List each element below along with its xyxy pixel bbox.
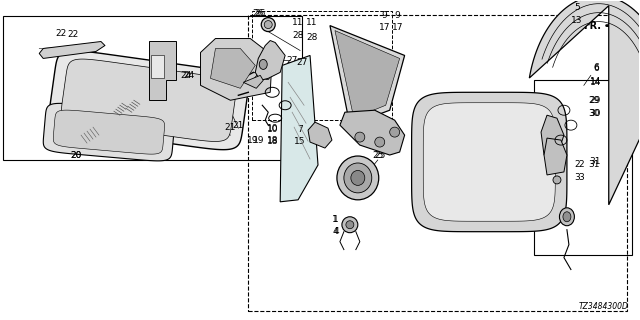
Text: 26: 26: [255, 9, 266, 18]
Text: FR.: FR.: [583, 20, 601, 31]
Text: 14: 14: [590, 78, 602, 87]
Text: 29: 29: [589, 96, 600, 105]
Ellipse shape: [346, 221, 354, 229]
Text: 30: 30: [589, 109, 600, 118]
Polygon shape: [49, 51, 248, 150]
Text: 13: 13: [571, 16, 582, 25]
Text: 16: 16: [541, 132, 553, 141]
Text: 26: 26: [253, 9, 264, 18]
Polygon shape: [541, 115, 564, 155]
Text: 2: 2: [574, 160, 580, 170]
Ellipse shape: [264, 20, 272, 28]
Ellipse shape: [559, 208, 574, 226]
Text: 3: 3: [578, 173, 584, 182]
Text: 17: 17: [379, 23, 390, 32]
Text: 9: 9: [382, 11, 388, 20]
Bar: [248, 15, 627, 311]
Text: 9: 9: [395, 11, 401, 20]
Text: 8: 8: [544, 120, 550, 129]
Polygon shape: [335, 31, 399, 118]
Ellipse shape: [553, 176, 561, 184]
Text: 31: 31: [588, 160, 600, 170]
Text: 29: 29: [588, 96, 600, 105]
Polygon shape: [423, 103, 556, 221]
Text: 11: 11: [292, 18, 304, 27]
Ellipse shape: [563, 212, 571, 222]
Bar: [252, 11, 392, 120]
Text: 10: 10: [266, 124, 278, 132]
Bar: [3, 16, 302, 160]
Text: 17: 17: [392, 23, 403, 32]
Text: 28: 28: [292, 31, 304, 40]
Text: 19: 19: [246, 136, 258, 145]
Polygon shape: [529, 0, 640, 205]
Polygon shape: [39, 42, 105, 59]
Polygon shape: [211, 49, 255, 88]
Text: 30: 30: [588, 109, 600, 118]
Text: 6: 6: [593, 63, 598, 72]
Polygon shape: [148, 41, 175, 100]
Text: 24: 24: [183, 71, 194, 80]
Text: 19: 19: [253, 136, 264, 145]
Text: 1: 1: [333, 215, 339, 224]
Text: 27: 27: [296, 58, 308, 67]
Text: 27: 27: [287, 56, 298, 65]
Text: 23: 23: [260, 73, 271, 82]
Polygon shape: [544, 138, 567, 175]
Text: 21: 21: [225, 123, 236, 132]
Polygon shape: [255, 41, 285, 80]
Text: 5: 5: [574, 3, 580, 12]
Polygon shape: [53, 110, 164, 154]
Text: 20: 20: [70, 150, 82, 160]
Text: 7: 7: [300, 126, 306, 135]
Text: 11: 11: [307, 18, 318, 27]
Polygon shape: [200, 38, 272, 100]
Text: 16: 16: [538, 133, 550, 143]
Polygon shape: [61, 59, 236, 141]
Text: 15: 15: [294, 137, 306, 146]
Text: 31: 31: [589, 157, 600, 166]
Text: 23: 23: [253, 72, 264, 81]
Polygon shape: [412, 92, 567, 232]
Text: 25: 25: [372, 150, 383, 160]
Polygon shape: [44, 103, 175, 161]
Text: 18: 18: [266, 136, 278, 145]
Ellipse shape: [337, 156, 379, 200]
Text: 18: 18: [266, 137, 278, 146]
Text: 7: 7: [297, 124, 303, 134]
Ellipse shape: [355, 132, 365, 142]
Text: 20: 20: [70, 150, 82, 160]
Text: 4: 4: [332, 227, 338, 236]
Text: 2: 2: [578, 160, 584, 170]
Polygon shape: [308, 122, 332, 148]
Bar: [534, 80, 632, 255]
Polygon shape: [330, 26, 404, 125]
Polygon shape: [243, 76, 263, 88]
Text: 10: 10: [266, 124, 278, 134]
Ellipse shape: [342, 217, 358, 233]
Text: 3: 3: [574, 173, 580, 182]
Text: 4: 4: [333, 227, 339, 236]
Text: 22: 22: [56, 29, 67, 38]
Ellipse shape: [344, 163, 372, 193]
Ellipse shape: [351, 171, 365, 185]
Polygon shape: [151, 55, 164, 78]
Text: 22: 22: [67, 30, 79, 39]
Text: TZ3484300D: TZ3484300D: [579, 302, 628, 311]
Ellipse shape: [390, 127, 399, 137]
Text: 1: 1: [332, 215, 338, 224]
Polygon shape: [340, 110, 404, 155]
Text: 24: 24: [180, 71, 191, 80]
Ellipse shape: [259, 60, 268, 69]
Text: 25: 25: [374, 150, 385, 160]
Text: 28: 28: [307, 33, 317, 42]
Ellipse shape: [375, 137, 385, 147]
Text: 15: 15: [298, 138, 309, 147]
Text: 6: 6: [593, 64, 598, 73]
Text: 8: 8: [541, 121, 547, 130]
Text: 14: 14: [590, 77, 602, 86]
Text: 21: 21: [233, 121, 244, 130]
Ellipse shape: [261, 18, 275, 32]
Polygon shape: [280, 55, 318, 202]
